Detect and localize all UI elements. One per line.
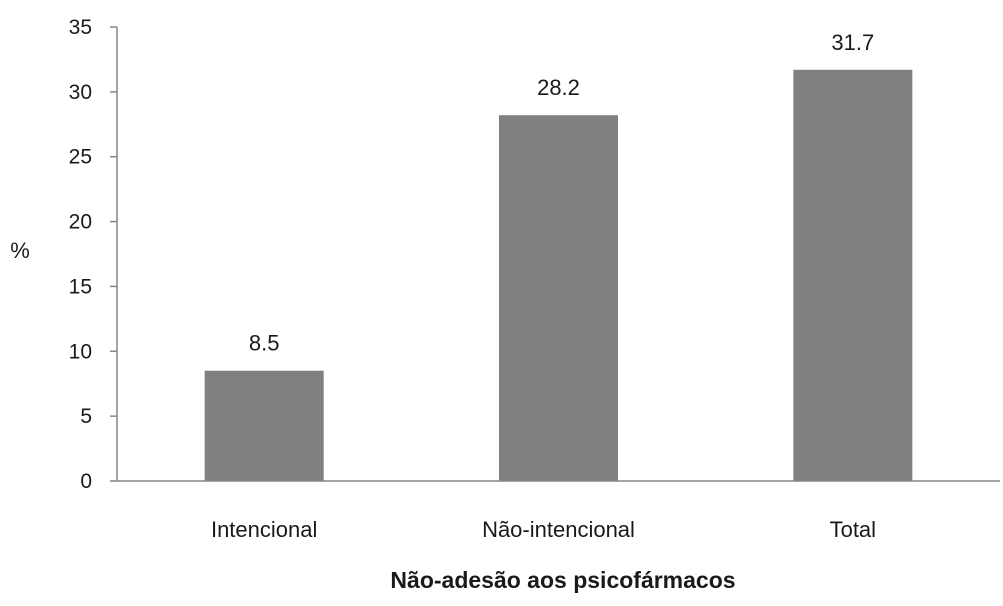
x-axis-title: Não-adesão aos psicofármacos (390, 567, 735, 593)
x-tick-label: Total (830, 517, 876, 542)
y-axis-title: % (10, 238, 30, 263)
data-label: 31.7 (831, 30, 874, 55)
bar-1 (204, 370, 324, 481)
data-label: 28.2 (537, 75, 580, 100)
x-tick-label: Não-intencional (482, 517, 635, 542)
y-tick-label: 15 (69, 275, 92, 298)
bar-2 (499, 115, 618, 481)
x-axis-tick-labels: Intencional Não-intencional Total (211, 517, 876, 542)
data-labels: 8.5 28.2 31.7 (249, 30, 874, 356)
data-label: 8.5 (249, 331, 280, 356)
y-tick-label: 0 (80, 470, 92, 493)
bars-group (204, 69, 913, 481)
y-tick-label: 25 (69, 146, 92, 169)
y-axis-ticks: 0 5 10 15 20 25 30 35 (69, 16, 117, 493)
y-tick-label: 5 (80, 405, 92, 428)
y-tick-label: 30 (69, 81, 92, 104)
y-tick-label: 20 (69, 211, 92, 234)
bar-3 (793, 69, 913, 481)
x-tick-label: Intencional (211, 517, 317, 542)
y-tick-label: 10 (69, 340, 92, 363)
y-tick-label: 35 (69, 16, 92, 39)
